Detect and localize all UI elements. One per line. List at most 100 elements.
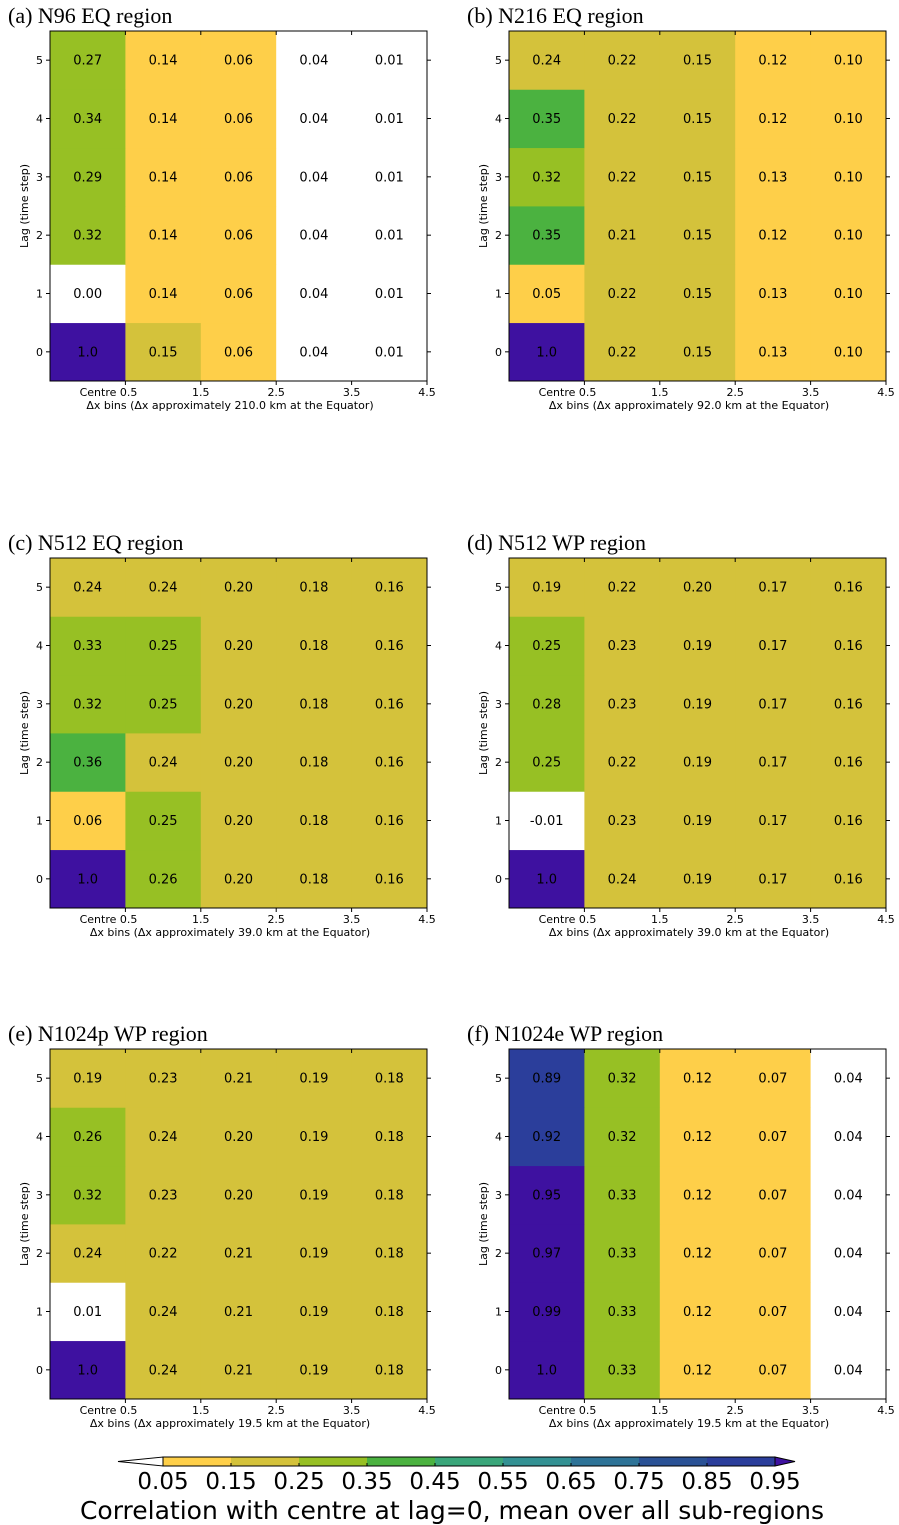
panel-a-cell-r2-c0 [50,206,126,265]
panel-a-cell-r3-c0 [50,147,126,207]
panel-d-cell-r3-c1 [584,674,661,734]
panel-c-ylabel: Lag (time step) [18,691,31,775]
panel-d-cell-r3-c3 [735,674,811,734]
panel-a-cell-r0-c0 [50,322,126,382]
panel-a-frame [49,30,428,382]
panel-f-xtick-label: 3.5 [802,1404,820,1417]
panel-f-ytick-label: 2 [495,1247,502,1260]
panel-b-cell-value: 0.15 [683,54,712,69]
panel-a-cell-r0-c2 [200,322,277,382]
panel-c-cell-r3-c0 [50,674,126,734]
panel-c-cell-r1-c3 [276,791,352,851]
panel-d-cell-r2-c0 [509,733,585,792]
panel-c-cell-value: 0.32 [73,697,102,712]
panel-d-title: (d) N512 WP region [467,530,646,555]
panel-c-cell-r1-c4 [351,791,428,851]
panel-b-cell-value: 0.15 [683,287,712,302]
panel-e-cell-r4-c3 [276,1107,352,1167]
panel-f-cell-value: 0.97 [532,1247,561,1262]
panel-f-cell-r1-c2 [659,1282,736,1342]
panel-f-cell-value: 0.07 [758,1188,787,1203]
panel-f-cell-r2-c0 [509,1224,585,1283]
panel-c-cell-r0-c0 [50,849,126,909]
panel-e-cell-r0-c2 [200,1340,277,1400]
panel-c-ytick-label: 5 [36,581,43,594]
panel-a-ytick-label: 2 [36,229,43,242]
panel-e-cell-r1-c2 [200,1282,277,1342]
panel-e-ytick-label: 5 [36,1072,43,1085]
colorbar-segment [503,1457,572,1466]
panel-d-cell-r1-c3 [735,791,811,851]
panel-d-cell-value: 0.16 [834,639,863,654]
colorbar-segment [163,1457,232,1466]
panel-b-cell-value: 0.15 [683,112,712,127]
panel-c-xlabel: Δx bins (Δx approximately 39.0 km at the… [90,926,370,939]
panel-e-cell-value: 0.18 [375,1130,404,1145]
panel-a-cell-r4-c2 [200,89,277,149]
panel-b-cell-r1-c4 [810,264,887,324]
panel-e-xtick-label: 1.5 [192,1404,210,1417]
panel-d-xtick-label: 1.5 [651,913,669,926]
panel-e-cell-r5-c2 [200,1049,277,1108]
panel-b-ylabel: Lag (time step) [477,164,490,248]
panel-d-cell-r5-c3 [735,558,811,617]
panel-d-cell-value: 0.19 [683,697,712,712]
panel-c-cell-r1-c2 [200,791,277,851]
panel-b-cell-r2-c0 [509,206,585,265]
panel-f-ytick-label: 5 [495,1072,502,1085]
colorbar-tick-label: 0.05 [137,1469,188,1495]
panel-c-cell-value: 0.24 [149,756,178,771]
panel-b-cell-r1-c1 [584,264,661,324]
panel-e-cell-value: 0.20 [224,1188,253,1203]
panel-a-cell-value: 0.06 [224,345,253,360]
panel-d-cell-r0-c4 [810,849,887,909]
panel-b-cell-value: 0.22 [608,54,637,69]
panel-e-xtick-label: 4.5 [418,1404,436,1417]
panel-e-cell-r1-c1 [125,1282,202,1342]
panel-c-xtick-label: 3.5 [343,913,361,926]
panel-c-cell-r0-c4 [351,849,428,909]
panel-a-cell-r5-c2 [200,31,277,90]
panel-d-cell-value: 0.19 [683,756,712,771]
panel-d-cell-r4-c0 [509,616,585,676]
panel-f-cell-r3-c0 [509,1165,585,1225]
panel-a-cell-value: 0.27 [73,54,102,69]
panel-a-cell-value: 0.01 [375,229,404,244]
panel-d-cell-r4-c2 [659,616,736,676]
panel-a-cell-value: 0.01 [375,112,404,127]
panel-a-cell-value: 0.15 [149,345,178,360]
panel-d-xtick-label: 3.5 [802,913,820,926]
panel-f-cell-r0-c2 [659,1340,736,1400]
panel-c-cell-value: 0.16 [375,756,404,771]
panel-e-cell-value: 0.19 [299,1130,328,1145]
panel-c-cell-value: 0.06 [73,814,102,829]
panel-f-xtick-label: 1.5 [651,1404,669,1417]
panel-c-cell-value: 0.25 [149,697,178,712]
panel-e-ytick-label: 4 [36,1131,43,1144]
panel-b-cell-value: 1.0 [536,345,557,360]
panel-f-ytick-label: 3 [495,1189,502,1202]
panel-e-cell-r4-c4 [351,1107,428,1167]
panel-b-cell-r1-c2 [659,264,736,324]
panel-e-ytick-label: 1 [36,1306,43,1319]
panel-a-cell-value: 0.00 [73,287,102,302]
panel-e-frame [49,1048,428,1400]
panel-c-cell-value: 0.20 [224,639,253,654]
panel-f-cell-value: 0.12 [683,1188,712,1203]
panel-a-cell-r5-c4 [351,31,428,90]
colorbar-over-extension [774,1456,796,1467]
panel-b-cell-value: 0.05 [532,287,561,302]
panel-b-cell-r5-c4 [810,31,887,90]
panel-f-cell-value: 0.04 [834,1247,863,1262]
panel-a-ytick-label: 4 [36,113,43,126]
panel-f-cell-value: 0.12 [683,1363,712,1378]
panel-f-cell-r5-c2 [659,1049,736,1108]
panel-c-cell-value: 0.24 [73,581,102,596]
panel-c-cell-value: 0.20 [224,814,253,829]
panel-b-cell-r3-c1 [584,147,661,207]
panel-b-cell-value: 0.32 [532,170,561,185]
panel-b-cell-value: 0.13 [758,170,787,185]
panel-d-cell-value: 0.16 [834,756,863,771]
panel-c-xtick-label: Centre 0.5 [80,913,138,926]
panel-e-ylabel: Lag (time step) [18,1182,31,1266]
